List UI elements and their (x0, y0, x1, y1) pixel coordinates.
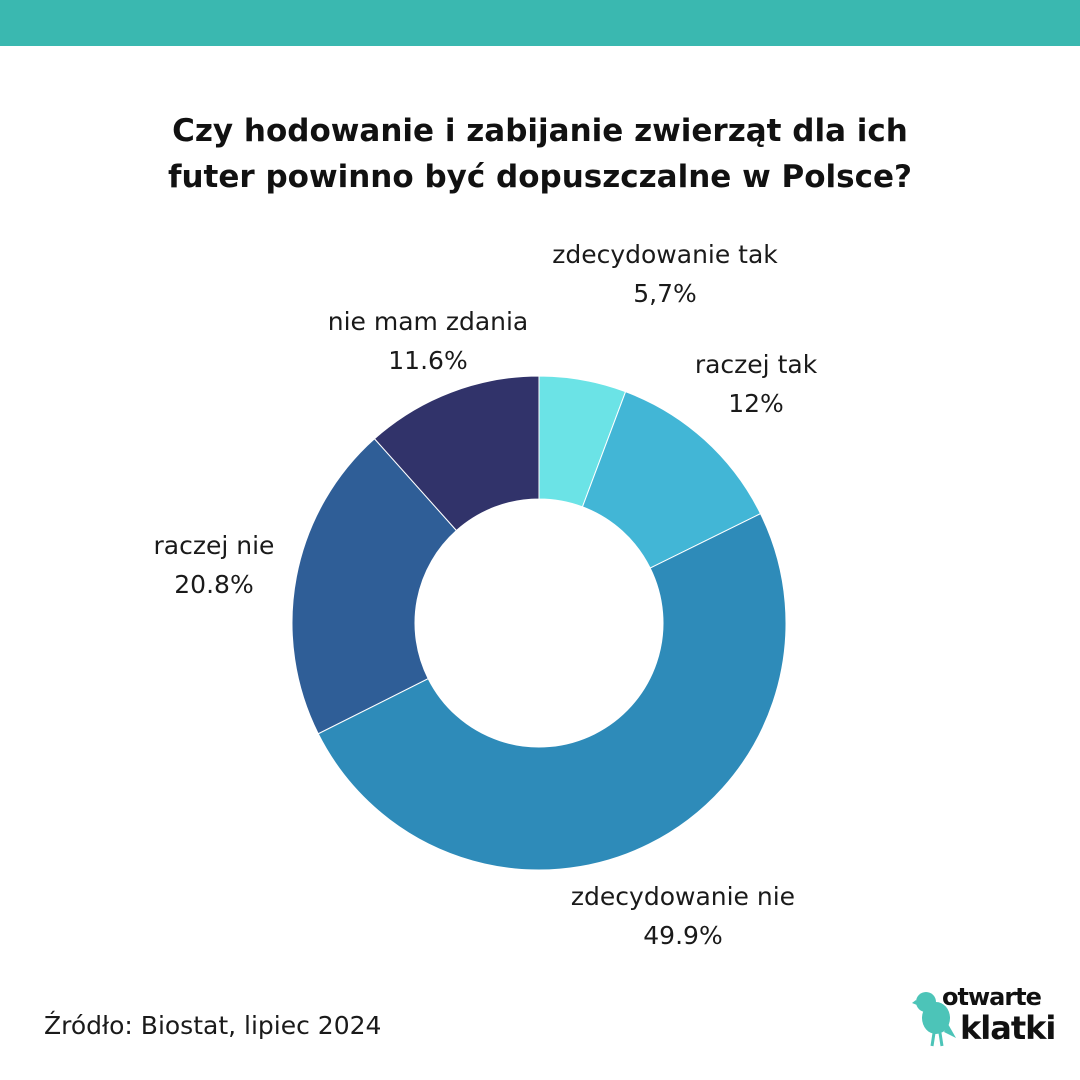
bird-logo-icon (912, 992, 956, 1047)
bird-tail (944, 1024, 956, 1038)
slice-label-zdecydowanie-tak: zdecydowanie tak 5,7% (500, 235, 830, 313)
bird-head (916, 992, 936, 1012)
bird-beak (912, 1000, 917, 1005)
slice-label-nie-mam-zdania: nie mam zdania 11.6% (288, 302, 568, 380)
top-accent-bar (0, 0, 1080, 46)
logo-text-line-2: klatki (960, 1009, 1056, 1047)
slice-label-value: 11.6% (388, 346, 468, 375)
donut-slice-zdecydowanie-nie (317, 512, 787, 871)
bird-legs (930, 1032, 944, 1047)
slice-label-name: nie mam zdania (327, 307, 529, 336)
chart-title: Czy hodowanie i zabijanie zwierząt dla i… (90, 108, 990, 200)
slice-label-raczej-tak: raczej tak 12% (626, 345, 886, 423)
chart-title-line-1: Czy hodowanie i zabijanie zwierząt dla i… (172, 113, 908, 149)
slice-label-value: 49.9% (643, 921, 723, 950)
logo-text-line-1: otwarte (942, 983, 1042, 1011)
donut-slice-raczej-nie (291, 438, 458, 735)
slice-label-value: 12% (728, 389, 784, 418)
slice-label-raczej-nie: raczej nie 20.8% (114, 526, 314, 604)
donut-slice-nie-mam-zdania (373, 375, 540, 532)
slice-label-zdecydowanie-nie: zdecydowanie nie 49.9% (518, 877, 848, 955)
slice-label-name: zdecydowanie nie (570, 882, 796, 911)
slice-label-value: 5,7% (633, 279, 697, 308)
slice-label-name: zdecydowanie tak (552, 240, 778, 269)
slice-label-name: raczej nie (153, 531, 275, 560)
slice-label-value: 20.8% (174, 570, 254, 599)
chart-title-line-2: futer powinno być dopuszczalne w Polsce? (167, 159, 913, 195)
slice-label-name: raczej tak (694, 350, 818, 379)
brand-logo: otwarte klatki (912, 982, 1062, 1054)
source-note: Źródło: Biostat, lipiec 2024 (44, 1011, 382, 1040)
